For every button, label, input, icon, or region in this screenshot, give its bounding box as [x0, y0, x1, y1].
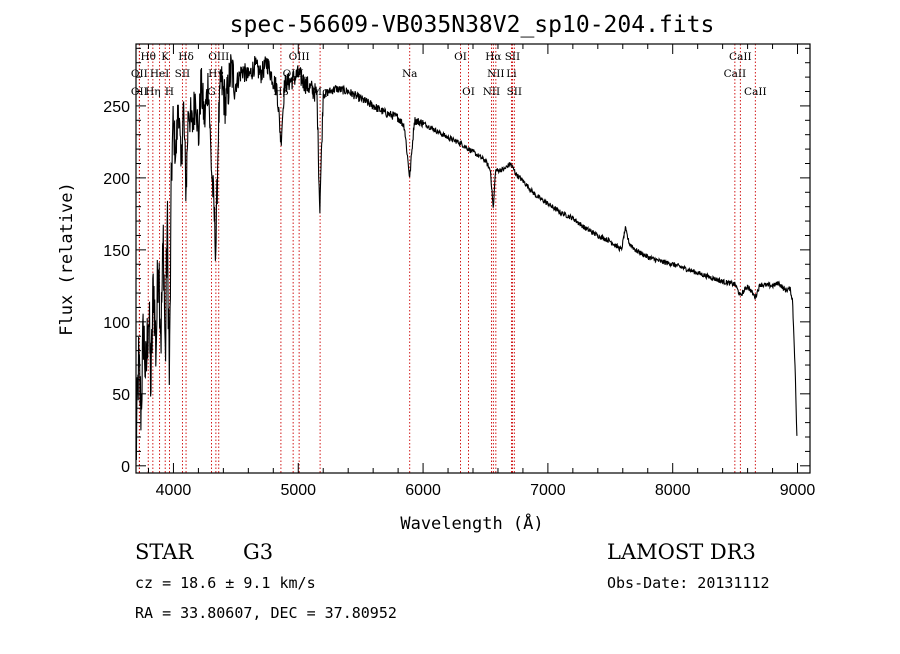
- line-label-21: NII: [483, 86, 500, 98]
- line-label-25: CaII: [729, 51, 752, 63]
- y-axis-label: Flux (relative): [57, 182, 77, 336]
- y-tick-label-4: 200: [103, 171, 130, 188]
- line-label-4: HeI: [150, 68, 170, 80]
- x-tick-label-0: 4000: [156, 482, 192, 499]
- line-label-11: G: [207, 86, 215, 98]
- line-label-0: Hθ: [140, 51, 155, 63]
- x-axis: 4000 5000 6000 7000 8000 9000: [147, 44, 816, 499]
- line-label-9: OIII: [208, 51, 229, 63]
- line-label-20: NII: [487, 68, 504, 80]
- line-label-16: Na: [402, 68, 417, 80]
- line-label-12: OIII: [289, 51, 310, 63]
- line-label-8: H: [165, 86, 174, 98]
- y-tick-label-2: 100: [103, 315, 130, 332]
- spectral-line-markers: [138, 44, 756, 473]
- line-label-18: OI: [462, 86, 475, 98]
- survey-name: LAMOST DR3: [607, 540, 756, 564]
- plot-frame: [135, 43, 811, 474]
- line-label-3: K: [161, 51, 169, 63]
- y-tick-label-1: 50: [112, 387, 130, 404]
- line-label-6: Hδ: [178, 51, 193, 63]
- x-tick-label-5: 9000: [780, 482, 816, 499]
- line-label-27: CaII: [744, 86, 767, 98]
- line-label-24: SII: [507, 86, 523, 98]
- line-label-19: Hα: [485, 51, 501, 63]
- line-label-5: Hη: [145, 86, 160, 98]
- observation-date: Obs-Date: 20131112: [607, 574, 770, 592]
- x-tick-label-3: 7000: [530, 482, 566, 499]
- line-label-7: SII: [175, 68, 191, 80]
- line-label-1: OII: [131, 68, 148, 80]
- line-label-23: Li: [506, 68, 517, 80]
- y-axis: 0 50 100 150 200 250: [103, 47, 810, 476]
- x-tick-label-4: 8000: [655, 482, 691, 499]
- y-tick-label-5: 250: [103, 99, 130, 116]
- redshift-value: cz = 18.6 ± 9.1 km/s: [135, 574, 316, 592]
- chart-title: spec-56609-VB035N38V2_sp10-204.fits: [230, 12, 715, 38]
- line-label-26: CaII: [724, 68, 747, 80]
- y-tick-label-0: 0: [121, 459, 130, 476]
- spectrum-series: [135, 54, 798, 461]
- object-class: STAR: [135, 540, 194, 564]
- line-label-22: SII: [505, 51, 521, 63]
- x-axis-label: Wavelength (Å): [400, 512, 543, 534]
- x-tick-label-2: 6000: [405, 482, 441, 499]
- spectral-subclass: G3: [243, 540, 273, 564]
- x-tick-label-1: 5000: [280, 482, 316, 499]
- y-tick-label-3: 150: [103, 243, 130, 260]
- line-label-17: OI: [454, 51, 467, 63]
- sky-coordinates: RA = 33.80607, DEC = 37.80952: [135, 604, 397, 622]
